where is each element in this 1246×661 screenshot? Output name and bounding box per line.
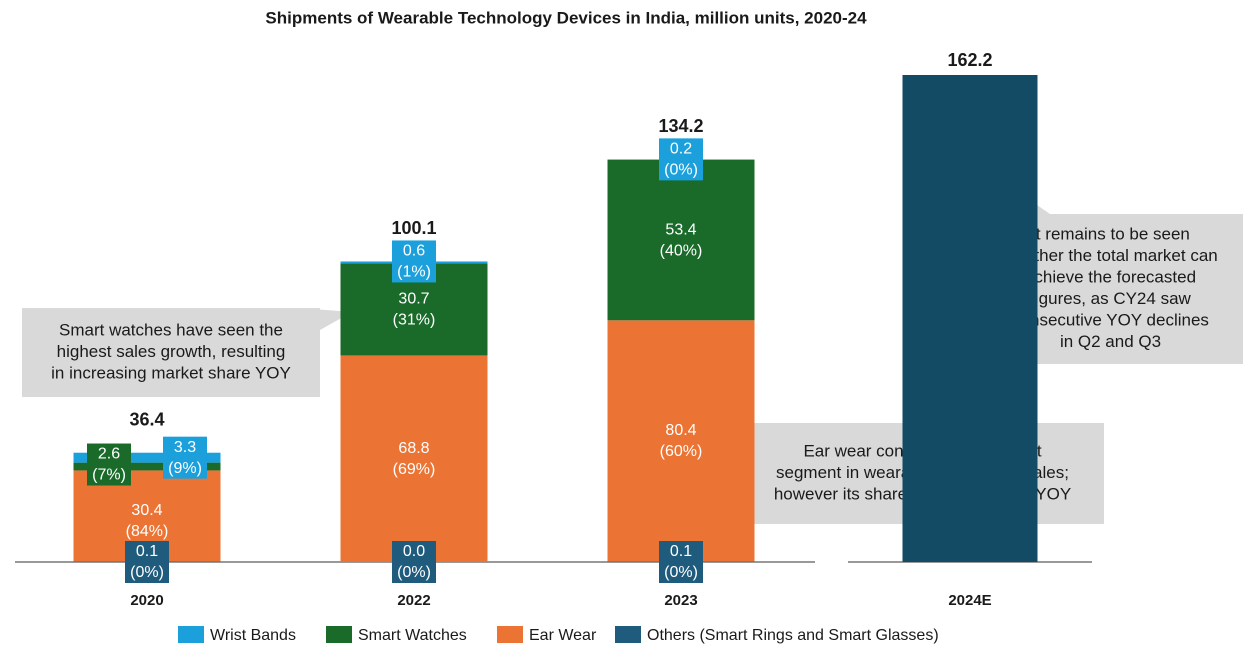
value-label: 68.8 — [398, 440, 429, 457]
share-label: (0%) — [130, 564, 164, 581]
annotation: achieve the forecasted — [1025, 268, 1196, 287]
annotation: whether the total market can — [1002, 246, 1218, 265]
legend-label: Wrist Bands — [210, 627, 296, 644]
share-label: (31%) — [393, 312, 436, 329]
annotation: in increasing market share YOY — [51, 363, 291, 382]
share-label: (9%) — [168, 460, 202, 477]
legend-label: Smart Watches — [358, 627, 467, 644]
legend-label: Ear Wear — [529, 627, 597, 644]
share-label: (60%) — [660, 443, 703, 460]
legend-swatch — [497, 626, 523, 643]
value-label: 80.4 — [665, 422, 696, 439]
value-label: 30.7 — [398, 291, 429, 308]
legend-swatch — [615, 626, 641, 643]
label-box — [659, 138, 703, 181]
share-label: (0%) — [397, 564, 431, 581]
share-label: (7%) — [92, 467, 126, 484]
label-box — [392, 541, 436, 583]
annotation: consecutive YOY declines — [1012, 311, 1209, 330]
bar-segment — [607, 159, 755, 321]
share-label: (0%) — [664, 564, 698, 581]
total-label: 162.2 — [947, 50, 992, 70]
share-label: (69%) — [393, 461, 436, 478]
x-tick-label: 2023 — [664, 592, 697, 609]
x-tick-label: 2024E — [948, 592, 991, 609]
value-label: 30.4 — [131, 502, 162, 519]
annotation: figures, as CY24 saw — [1030, 289, 1191, 308]
label-box — [125, 541, 169, 583]
x-tick-label: 2022 — [397, 592, 430, 609]
value-label: 53.4 — [665, 221, 696, 238]
value-label: 0.1 — [136, 543, 158, 560]
bar-segment — [340, 355, 488, 562]
legend-swatch — [178, 626, 204, 643]
value-label: 0.2 — [670, 141, 692, 158]
bar-segment — [73, 462, 221, 471]
bar-segment — [607, 320, 755, 562]
bar-segment — [73, 452, 221, 463]
annotation: It remains to be seen — [1031, 225, 1190, 244]
label-box — [659, 541, 703, 583]
chart-title: Shipments of Wearable Technology Devices… — [265, 8, 867, 27]
value-label: 0.1 — [670, 543, 692, 560]
label-box — [163, 436, 207, 479]
share-label: (1%) — [397, 264, 431, 281]
legend-swatch — [326, 626, 352, 643]
total-label: 134.2 — [658, 116, 703, 136]
value-label: 0.6 — [403, 243, 425, 260]
value-label: 3.3 — [174, 439, 196, 456]
bar — [902, 75, 1038, 562]
value-label: 2.6 — [98, 446, 120, 463]
share-label: (84%) — [126, 523, 169, 540]
share-label: (40%) — [660, 242, 703, 259]
callout-box — [22, 308, 320, 397]
annotation: in Q2 and Q3 — [1060, 332, 1161, 351]
share-label: (0%) — [664, 162, 698, 179]
legend-label: Others (Smart Rings and Smart Glasses) — [647, 627, 939, 644]
total-label: 36.4 — [129, 409, 164, 429]
total-label: 100.1 — [391, 218, 436, 238]
x-tick-label: 2020 — [130, 592, 163, 609]
label-box — [392, 240, 436, 283]
label-box — [87, 443, 131, 486]
annotation: highest sales growth, resulting — [57, 342, 286, 361]
annotation: Smart watches have seen the — [59, 320, 283, 339]
value-label: 0.0 — [403, 543, 425, 560]
